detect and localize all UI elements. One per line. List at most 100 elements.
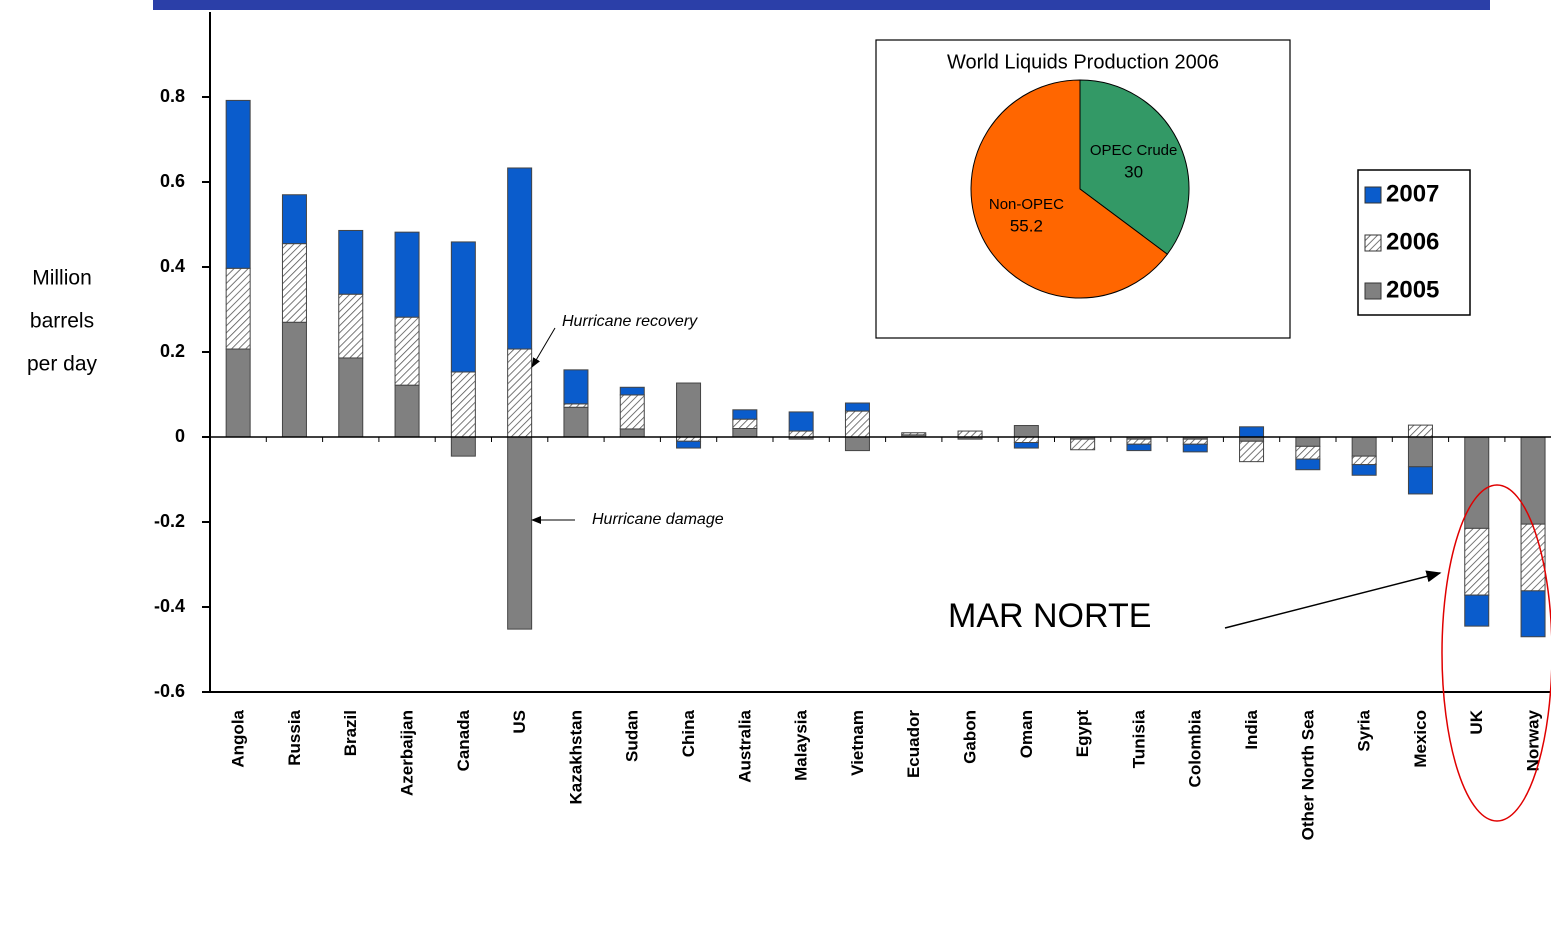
bar-segment [1182,443,1208,453]
x-tick-label: Syria [1355,709,1374,751]
x-tick-label: Colombia [1186,709,1205,787]
bar-segment [1013,425,1039,438]
y-tick-label: 0.2 [160,341,185,361]
bar-segment [1464,527,1490,596]
annotation: MAR NORTE [948,597,1151,635]
legend-label: 2007 [1386,180,1439,207]
x-tick-label: Russia [285,709,304,765]
bar-segment [1407,436,1433,468]
bar-segment [1407,466,1433,495]
bar-segment [901,432,927,436]
x-tick-label: Oman [1017,710,1036,758]
x-tick-label: China [679,709,698,757]
bar-segment [1239,440,1265,463]
bar-segment [1464,594,1490,627]
y-tick-label: 0.8 [160,86,185,106]
x-tick-label: India [1242,709,1261,749]
legend-label: 2005 [1386,276,1439,303]
bar-segment [338,357,364,438]
bar-segment [450,371,476,438]
x-tick-label: US [510,710,529,734]
bar-segment [225,267,251,350]
bar-segment [957,430,983,438]
bar-segment [450,241,476,373]
bar-segment [1013,442,1039,449]
bar-segment [1295,458,1321,471]
bar-segment [619,394,645,430]
annotation-arrow [1224,570,1442,629]
x-tick-label: UK [1467,709,1486,734]
bar-segment [563,369,589,405]
x-tick-label: Brazil [341,710,360,756]
x-tick-label: Tunisia [1129,709,1148,768]
bar-segment [1126,438,1152,445]
bar-segment [394,316,420,386]
bar-segment [1013,436,1039,444]
bar-segment [732,428,758,438]
bar-segment [338,293,364,359]
bar-segment [225,348,251,438]
bar-segment [450,436,476,457]
bar-segment [1351,464,1377,476]
x-tick-label: Malaysia [792,709,811,780]
pie-slice [970,79,1169,299]
bar-segment [563,403,589,408]
x-tick-label: Kazakhstan [566,710,585,804]
bar-segment [281,243,307,323]
bar-segment [676,440,702,449]
header-bar [153,0,1490,10]
y-tick-label: 0.4 [160,256,185,276]
bar-segment [394,231,420,318]
bar-segment [1182,438,1208,445]
bar-segment [732,418,758,429]
y-axis-title: per day [27,353,98,376]
annotation-arrow [531,327,556,368]
legend-swatch [1364,186,1382,204]
x-tick-label: Ecuador [904,710,923,778]
bar-segment [788,430,814,438]
y-tick-label: -0.2 [154,511,185,531]
bar-segment [1126,443,1152,452]
bar-segment [1239,426,1265,438]
y-tick-label: 0.6 [160,171,185,191]
bar-segment [507,167,533,350]
bar-segment [507,348,533,438]
bar-segment [394,384,420,438]
bar-segment [1351,436,1377,457]
bar-segment [1351,455,1377,466]
pie-value: 55.2 [1010,216,1043,235]
bar-segment [281,194,307,245]
bar-segment [1070,438,1096,451]
annotation: Hurricane damage [592,511,724,528]
bar-segment [563,406,589,438]
x-tick-label: Mexico [1411,710,1430,768]
bar-segment [844,436,870,452]
bar-segment [1295,445,1321,460]
pie-title: World Liquids Production 2006 [947,51,1219,73]
x-tick-label: Egypt [1073,710,1092,758]
legend-swatch [1364,282,1382,300]
bar-segment [338,229,364,295]
bar-segment [619,428,645,438]
bar-segment [676,382,702,438]
y-tick-label: 0 [175,426,185,446]
bar-segment [1520,523,1546,592]
bar-segment [1520,436,1546,525]
x-tick-label: Australia [735,709,754,782]
x-tick-label: Other North Sea [1298,709,1317,840]
bar-segment [1464,436,1490,529]
legend-swatch [1364,234,1382,252]
x-tick-label: Gabon [961,710,980,764]
pie-slice [1079,79,1190,255]
y-axis-title: barrels [30,310,94,333]
highlight-ellipse [1441,484,1551,822]
x-tick-label: Norway [1524,709,1543,771]
pie-value: 30 [1124,163,1143,182]
bar-segment [225,99,251,269]
bar-segment [507,436,533,630]
bar-segment [1520,590,1546,638]
pie-label: Non-OPEC [989,196,1064,213]
x-tick-label: Azerbaijan [398,710,417,796]
